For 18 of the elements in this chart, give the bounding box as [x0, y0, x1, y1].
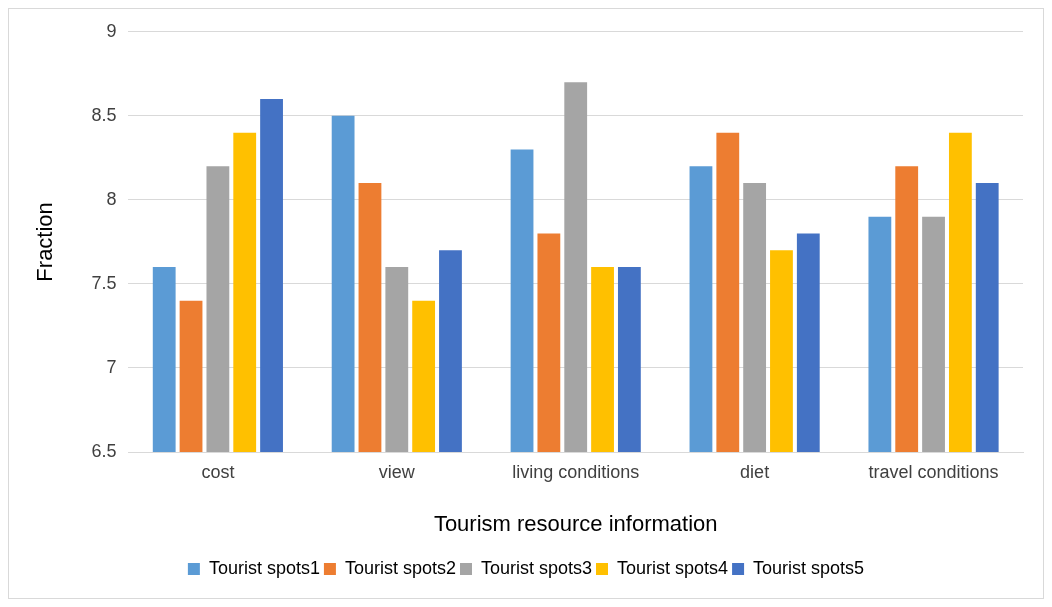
x-tick-label: travel conditions — [868, 461, 999, 482]
legend-label: Tourist spots5 — [753, 557, 865, 578]
y-tick-label: 7.5 — [91, 272, 117, 293]
y-tick-label: 7 — [106, 356, 117, 377]
y-tick-label: 8 — [106, 188, 117, 209]
x-tick-label: diet — [740, 461, 770, 482]
x-axis-title: Tourism resource information — [433, 510, 718, 536]
x-tick-label: living conditions — [512, 461, 640, 482]
legend-label: Tourist spots3 — [480, 557, 593, 578]
x-tick-label: cost — [201, 461, 235, 482]
x-tick-label: view — [378, 461, 416, 482]
y-tick-label: 9 — [106, 20, 117, 41]
legend-label: Tourist spots1 — [208, 557, 320, 578]
y-tick-label: 8.5 — [91, 104, 117, 125]
y-axis-title: Fraction — [32, 202, 58, 282]
legend-label: Tourist spots4 — [617, 557, 729, 578]
legend-label: Tourist spots2 — [344, 557, 456, 578]
y-tick-label: 6.5 — [91, 440, 117, 461]
